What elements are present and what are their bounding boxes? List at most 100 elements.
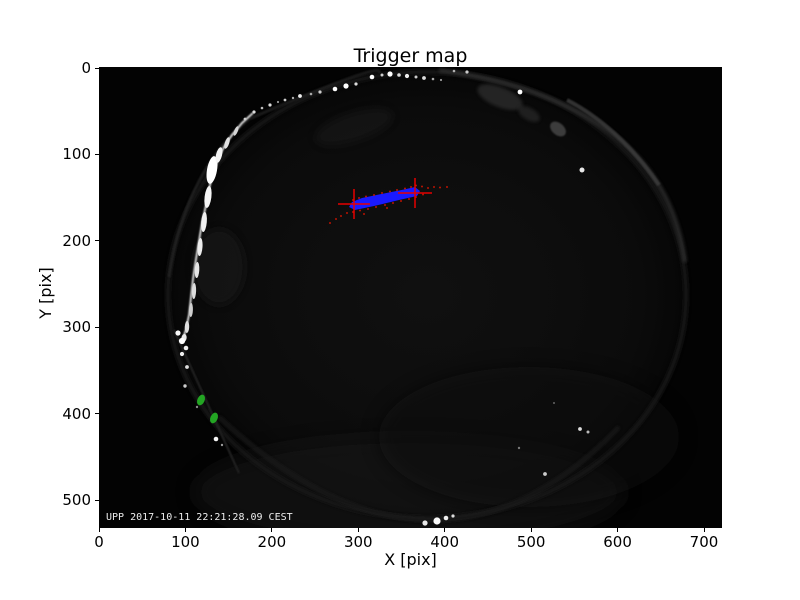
bright-dot bbox=[431, 77, 435, 81]
trigger-edge-speckle bbox=[373, 194, 375, 196]
bright-dot bbox=[452, 69, 456, 73]
bright-clump bbox=[233, 126, 239, 136]
bright-dot bbox=[369, 74, 375, 80]
bright-dot bbox=[243, 117, 247, 121]
bright-dot bbox=[183, 384, 187, 388]
y-tick-mark bbox=[95, 153, 99, 155]
trigger-edge-speckle bbox=[381, 192, 383, 194]
trigger-edge-speckle bbox=[359, 209, 361, 212]
x-tick-label: 700 bbox=[689, 533, 719, 551]
trigger-edge-speckle bbox=[396, 189, 398, 191]
image-timestamp: UPP 2017-10-11 22:21:28.09 CEST bbox=[106, 512, 293, 523]
y-tick-label: 300 bbox=[62, 318, 91, 337]
x-tick-label: 500 bbox=[516, 533, 546, 551]
bright-dot bbox=[422, 76, 426, 80]
x-tick-label: 0 bbox=[94, 533, 104, 551]
bright-dot bbox=[213, 436, 219, 442]
bright-dot bbox=[283, 98, 287, 102]
trigger-edge-speckle bbox=[386, 207, 388, 209]
trigger-edge-speckle bbox=[392, 202, 394, 204]
trigger-edge-speckle bbox=[363, 213, 365, 215]
trigger-edge-speckle bbox=[408, 198, 410, 200]
trigger-edge-speckle bbox=[439, 186, 441, 189]
x-tick-label: 100 bbox=[171, 533, 200, 551]
bright-dot bbox=[404, 73, 410, 79]
bright-dot bbox=[178, 337, 186, 345]
trigger-edge-speckle bbox=[404, 187, 406, 190]
bright-clump bbox=[184, 321, 190, 333]
bright-dot bbox=[553, 402, 555, 404]
rim-arc bbox=[217, 415, 621, 523]
y-tick-mark bbox=[95, 326, 99, 328]
x-tick-mark bbox=[357, 528, 359, 532]
trigger-edge-speckle bbox=[358, 197, 360, 199]
x-tick-mark bbox=[444, 528, 446, 532]
bright-clump bbox=[191, 283, 197, 299]
x-tick-label: 600 bbox=[603, 533, 632, 551]
trigger-edge-speckle bbox=[352, 199, 354, 201]
bright-clump bbox=[204, 186, 212, 208]
sky-halo bbox=[518, 106, 540, 122]
x-tick-mark bbox=[98, 528, 100, 532]
bright-dot bbox=[318, 90, 322, 94]
y-tick-mark bbox=[95, 499, 99, 501]
bright-dot bbox=[578, 427, 582, 431]
bright-clump bbox=[197, 238, 203, 256]
trigger-edge-speckle bbox=[427, 187, 429, 189]
y-tick-label: 100 bbox=[62, 145, 91, 164]
trigger-edge-speckle bbox=[421, 185, 423, 188]
sky-halo bbox=[193, 229, 245, 305]
bright-dot bbox=[252, 110, 256, 114]
y-tick-label: 400 bbox=[62, 404, 91, 423]
trigger-edge-speckle bbox=[346, 212, 348, 214]
sky-halo bbox=[379, 367, 679, 507]
bright-dot bbox=[422, 520, 428, 526]
bright-dot bbox=[332, 86, 338, 92]
bright-dot bbox=[276, 100, 280, 104]
y-tick-mark bbox=[95, 413, 99, 415]
bright-dot bbox=[414, 75, 418, 79]
x-tick-mark bbox=[530, 528, 532, 532]
secondary-detection-blob bbox=[209, 412, 219, 424]
bright-dot bbox=[380, 73, 384, 77]
x-tick-mark bbox=[271, 528, 273, 532]
bright-dot bbox=[260, 106, 264, 110]
bright-dot bbox=[354, 82, 358, 86]
sky-halo bbox=[550, 121, 566, 137]
rim-arc bbox=[248, 69, 381, 121]
bright-dot bbox=[465, 70, 469, 74]
x-tick-label: 200 bbox=[257, 533, 287, 551]
trigger-edge-speckle bbox=[335, 218, 337, 220]
bright-dot bbox=[343, 83, 349, 89]
bright-dot bbox=[309, 92, 313, 96]
bright-clump bbox=[189, 303, 193, 317]
bright-dot bbox=[586, 430, 590, 434]
bright-dot bbox=[397, 73, 401, 77]
bright-dot bbox=[451, 514, 455, 518]
trigger-edge-speckle bbox=[389, 190, 391, 193]
bright-dot bbox=[175, 330, 181, 336]
sky-halo bbox=[477, 84, 523, 110]
trigger-edge-speckle bbox=[446, 186, 448, 188]
bright-dot bbox=[220, 443, 224, 447]
bright-clump bbox=[194, 262, 200, 278]
bright-dot bbox=[298, 94, 302, 98]
bright-dot bbox=[185, 365, 189, 369]
x-tick-mark bbox=[184, 528, 186, 532]
trigger-edge-speckle bbox=[400, 200, 402, 202]
x-tick-label: 300 bbox=[343, 533, 373, 551]
bright-dot bbox=[517, 446, 521, 450]
bright-dot bbox=[268, 103, 272, 107]
trigger-edge-speckle bbox=[415, 196, 417, 198]
secondary-detection-blob bbox=[196, 394, 206, 406]
bright-clump bbox=[215, 147, 223, 163]
trigger-edge-speckle bbox=[367, 208, 369, 210]
bright-clump bbox=[201, 212, 207, 232]
x-tick-mark bbox=[703, 528, 705, 532]
x-tick-label: 400 bbox=[430, 533, 460, 551]
bright-dot bbox=[195, 405, 199, 409]
y-tick-mark bbox=[95, 67, 99, 69]
bright-dot bbox=[517, 89, 523, 95]
bright-clump bbox=[206, 156, 218, 184]
